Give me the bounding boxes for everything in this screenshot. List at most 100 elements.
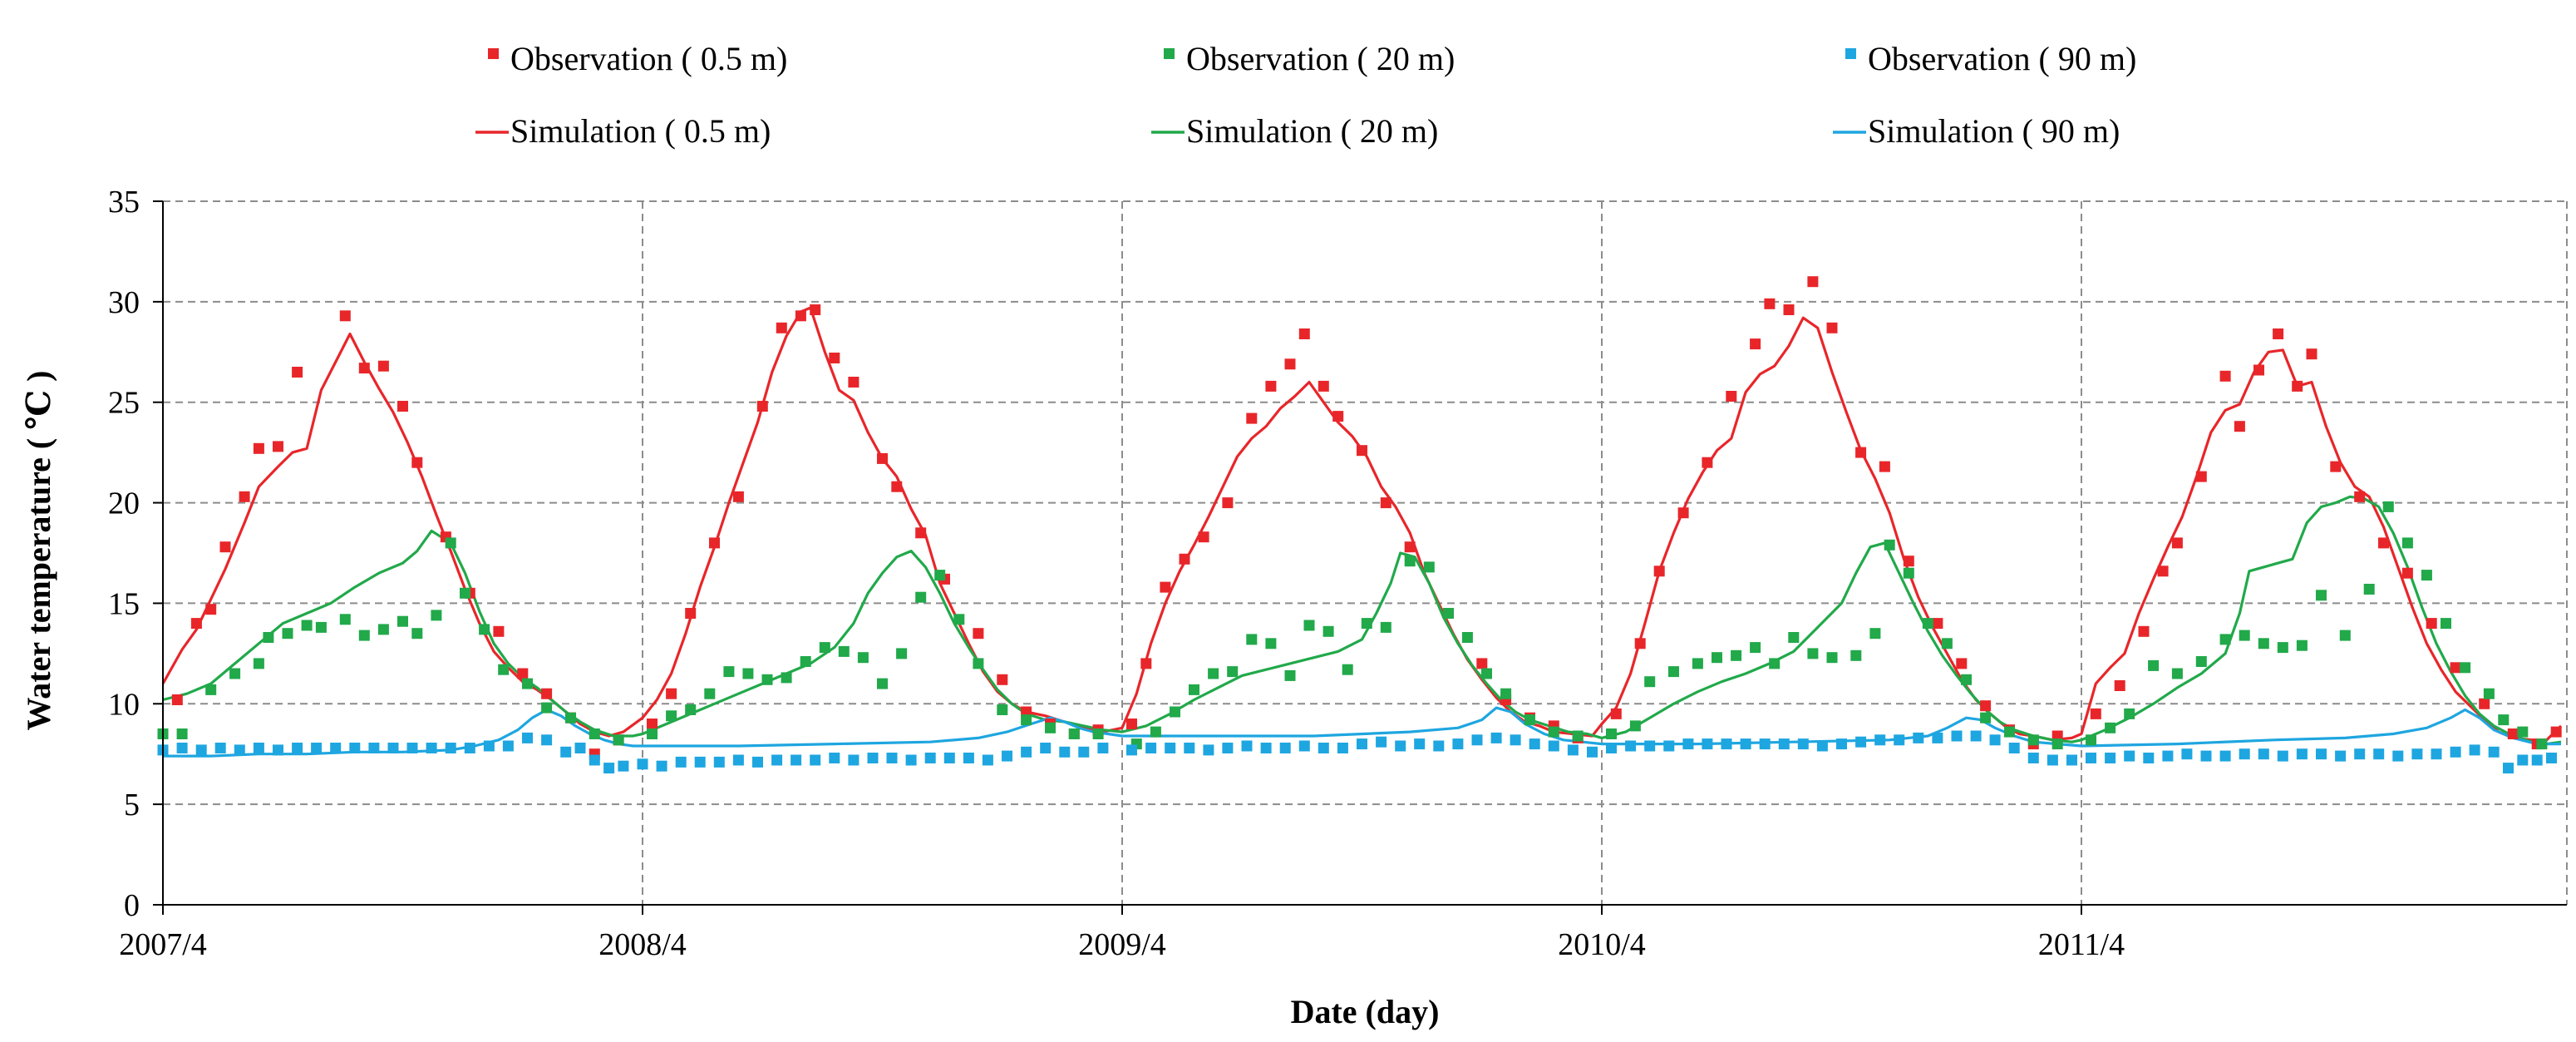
observation-point-0-5m: [1222, 497, 1234, 509]
observation-point-90m: [1376, 736, 1387, 748]
observation-point-20m: [1869, 628, 1881, 640]
observation-point-20m: [1731, 649, 1742, 661]
observation-point-0-5m: [1677, 507, 1689, 519]
observation-point-90m: [2124, 750, 2135, 762]
observation-point-90m: [848, 754, 859, 766]
observation-point-0-5m: [776, 322, 787, 333]
observation-point-20m: [2258, 638, 2269, 649]
observation-point-0-5m: [2306, 348, 2317, 360]
observation-point-0-5m: [2550, 726, 2562, 738]
observation-point-0-5m: [732, 491, 744, 502]
observation-point-20m: [1322, 625, 1334, 637]
observation-point-90m: [867, 753, 879, 763]
gridlines: [163, 200, 2568, 905]
observation-point-0-5m: [1826, 322, 1838, 333]
observation-point-0-5m: [1932, 618, 1943, 630]
observation-point-20m: [1769, 658, 1781, 669]
observation-point-90m: [1816, 740, 1828, 752]
observation-point-0-5m: [647, 719, 658, 729]
observation-point-0-5m: [685, 608, 697, 619]
observation-point-90m: [2546, 753, 2557, 763]
observation-point-20m: [761, 674, 773, 685]
observation-point-90m: [234, 744, 245, 756]
observation-point-90m: [1279, 743, 1291, 753]
observation-point-0-5m: [1357, 445, 1367, 457]
x-tick-label: 2008/4: [598, 927, 687, 962]
observation-point-90m: [387, 743, 399, 753]
observation-point-0-5m: [1610, 708, 1622, 719]
observation-point-90m: [618, 760, 629, 772]
observation-point-20m: [1092, 728, 1104, 739]
observation-point-90m: [1721, 738, 1732, 750]
observation-point-90m: [791, 754, 802, 766]
x-tick-label: 2010/4: [1558, 927, 1646, 962]
observation-point-0-5m: [541, 688, 553, 699]
observation-point-20m: [301, 620, 313, 631]
observation-point-90m: [1184, 743, 1195, 753]
y-tick-label: 5: [124, 788, 140, 822]
observation-point-0-5m: [1956, 658, 1968, 669]
observation-point-90m: [943, 753, 955, 763]
observation-point-20m: [2339, 630, 2351, 641]
observation-point-90m: [2277, 750, 2288, 762]
observation-point-20m: [1189, 684, 1199, 695]
observation-point-90m: [2354, 748, 2366, 760]
legend-marker-swatch: [488, 48, 499, 59]
observation-point-90m: [732, 754, 744, 766]
observation-point-20m: [613, 734, 624, 746]
observation-point-0-5m: [1855, 447, 1867, 458]
legend-label: Observation ( 0.5 m): [510, 40, 787, 77]
observation-point-90m: [1260, 743, 1272, 753]
observation-point-0-5m: [709, 537, 720, 549]
y-tick-label: 35: [108, 185, 140, 220]
observation-point-0-5m: [997, 674, 1008, 685]
observation-point-90m: [589, 754, 600, 766]
observation-point-20m: [2382, 501, 2394, 512]
observation-point-20m: [1342, 664, 1353, 675]
observation-point-90m: [2488, 746, 2500, 758]
observation-point-0-5m: [517, 668, 529, 679]
observation-point-90m: [2047, 754, 2058, 766]
y-tick-label: 30: [108, 285, 140, 320]
observation-point-90m: [963, 753, 974, 763]
observation-point-20m: [2296, 640, 2308, 651]
observation-point-90m: [1663, 740, 1675, 752]
observation-point-20m: [1021, 714, 1032, 726]
observation-point-20m: [229, 668, 241, 679]
x-tick-label: 2009/4: [1078, 927, 1166, 962]
observation-point-20m: [411, 628, 423, 640]
observation-point-20m: [1524, 714, 1535, 726]
observation-point-0-5m: [377, 360, 389, 372]
observation-point-90m: [368, 743, 380, 753]
observation-point-0-5m: [1380, 497, 1391, 509]
observation-point-20m: [953, 614, 965, 625]
y-tick-label: 25: [108, 386, 140, 421]
observation-point-20m: [479, 624, 490, 635]
observation-point-20m: [589, 728, 600, 739]
legend-marker-swatch: [1845, 48, 1856, 59]
observation-point-20m: [1712, 652, 1722, 664]
x-tick-label: 2007/4: [119, 927, 207, 962]
observation-point-0-5m: [2273, 328, 2284, 339]
y-tick-label: 0: [124, 888, 140, 923]
observation-point-0-5m: [1160, 581, 1171, 593]
observation-point-90m: [1682, 738, 1694, 750]
legend: Observation ( 0.5 m) Observation ( 20 m) O…: [475, 40, 2136, 150]
observation-point-0-5m: [2219, 370, 2231, 382]
observation-point-0-5m: [915, 527, 927, 539]
observation-point-0-5m: [877, 452, 888, 464]
observation-point-20m: [445, 537, 456, 549]
observation-point-20m: [2517, 726, 2529, 738]
observation-point-90m: [1913, 732, 1924, 743]
observation-point-90m: [1203, 744, 1214, 756]
observation-point-20m: [282, 628, 293, 640]
y-tick-label: 20: [108, 486, 140, 521]
observation-point-20m: [498, 664, 510, 675]
observation-point-20m: [2483, 688, 2495, 699]
observation-point-20m: [723, 666, 735, 678]
observation-point-90m: [273, 744, 283, 756]
observation-point-90m: [330, 743, 342, 753]
observation-point-20m: [877, 678, 888, 689]
y-tick-label: 10: [108, 687, 140, 722]
observation-point-0-5m: [219, 541, 231, 553]
